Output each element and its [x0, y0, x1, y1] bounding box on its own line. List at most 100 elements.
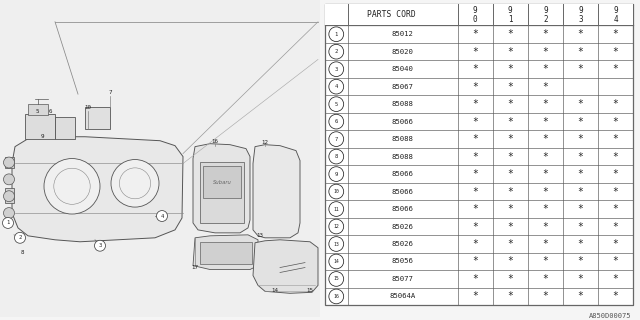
Text: *: *	[508, 257, 513, 267]
Text: 1: 1	[508, 15, 513, 24]
Text: *: *	[543, 221, 548, 232]
Text: 15: 15	[333, 276, 339, 282]
Circle shape	[15, 232, 26, 243]
Text: 85012: 85012	[392, 31, 413, 37]
Text: *: *	[543, 239, 548, 249]
Circle shape	[329, 79, 344, 94]
Text: 85088: 85088	[392, 136, 413, 142]
Circle shape	[329, 27, 344, 42]
Text: 1: 1	[335, 32, 338, 37]
Text: 10: 10	[84, 105, 92, 109]
Text: *: *	[577, 64, 583, 74]
Circle shape	[3, 208, 15, 219]
Text: *: *	[543, 257, 548, 267]
Text: *: *	[577, 134, 583, 144]
Text: 9: 9	[613, 6, 618, 15]
Circle shape	[44, 158, 100, 214]
Text: 4: 4	[613, 15, 618, 24]
Text: *: *	[577, 257, 583, 267]
Text: *: *	[543, 204, 548, 214]
Text: *: *	[577, 239, 583, 249]
Text: *: *	[612, 239, 618, 249]
Text: *: *	[612, 187, 618, 196]
Bar	[325, 4, 633, 26]
Text: 8: 8	[20, 250, 24, 255]
Text: *: *	[577, 274, 583, 284]
Text: 1: 1	[6, 220, 10, 226]
Text: *: *	[577, 204, 583, 214]
Text: 15: 15	[307, 288, 314, 293]
Polygon shape	[193, 235, 258, 269]
Text: *: *	[508, 187, 513, 196]
Text: *: *	[508, 169, 513, 179]
Text: 85088: 85088	[392, 154, 413, 160]
Polygon shape	[193, 144, 250, 233]
Text: 85066: 85066	[392, 119, 413, 124]
Text: *: *	[543, 64, 548, 74]
Text: 9: 9	[578, 6, 583, 15]
Text: *: *	[543, 116, 548, 127]
Text: 7: 7	[108, 90, 112, 95]
Text: 9: 9	[335, 172, 338, 177]
Text: 85026: 85026	[392, 241, 413, 247]
Text: *: *	[472, 64, 478, 74]
Text: 7: 7	[335, 137, 338, 142]
Polygon shape	[253, 240, 318, 293]
Text: *: *	[543, 187, 548, 196]
Circle shape	[3, 157, 15, 168]
Circle shape	[95, 240, 106, 251]
Circle shape	[329, 219, 344, 234]
Text: 12: 12	[262, 140, 269, 145]
Circle shape	[329, 62, 344, 76]
Text: *: *	[472, 152, 478, 162]
Text: 13: 13	[333, 242, 339, 246]
Text: 85066: 85066	[392, 188, 413, 195]
Circle shape	[3, 174, 15, 185]
Text: 85040: 85040	[392, 66, 413, 72]
Circle shape	[329, 289, 344, 304]
Text: *: *	[577, 29, 583, 39]
Text: *: *	[543, 47, 548, 57]
Text: *: *	[472, 169, 478, 179]
Circle shape	[329, 167, 344, 181]
Text: *: *	[543, 152, 548, 162]
Text: 11: 11	[333, 206, 339, 212]
Circle shape	[329, 272, 344, 286]
Polygon shape	[85, 107, 110, 129]
Circle shape	[157, 211, 168, 221]
Text: *: *	[612, 169, 618, 179]
Text: *: *	[543, 274, 548, 284]
Text: *: *	[472, 82, 478, 92]
Text: 2: 2	[335, 49, 338, 54]
Text: *: *	[543, 99, 548, 109]
Text: 6: 6	[48, 109, 52, 115]
Text: 5: 5	[35, 109, 39, 115]
Text: *: *	[577, 152, 583, 162]
Text: *: *	[508, 292, 513, 301]
Polygon shape	[5, 156, 14, 168]
Polygon shape	[12, 137, 183, 242]
Text: *: *	[612, 257, 618, 267]
Text: *: *	[508, 64, 513, 74]
Text: 2: 2	[19, 235, 22, 240]
Text: 5: 5	[335, 102, 338, 107]
Text: 3: 3	[99, 243, 102, 248]
Text: *: *	[472, 47, 478, 57]
Text: *: *	[508, 134, 513, 144]
Text: *: *	[472, 134, 478, 144]
Polygon shape	[203, 166, 241, 198]
Text: *: *	[612, 29, 618, 39]
Circle shape	[329, 114, 344, 129]
Text: *: *	[612, 274, 618, 284]
Text: 3: 3	[578, 15, 583, 24]
Text: *: *	[508, 116, 513, 127]
Circle shape	[329, 97, 344, 111]
Text: *: *	[472, 257, 478, 267]
Text: 16: 16	[211, 139, 218, 144]
Text: *: *	[543, 82, 548, 92]
Text: 85020: 85020	[392, 49, 413, 55]
Text: 9: 9	[508, 6, 513, 15]
Text: 85064A: 85064A	[390, 293, 416, 300]
Text: 9: 9	[543, 6, 548, 15]
Circle shape	[329, 254, 344, 269]
